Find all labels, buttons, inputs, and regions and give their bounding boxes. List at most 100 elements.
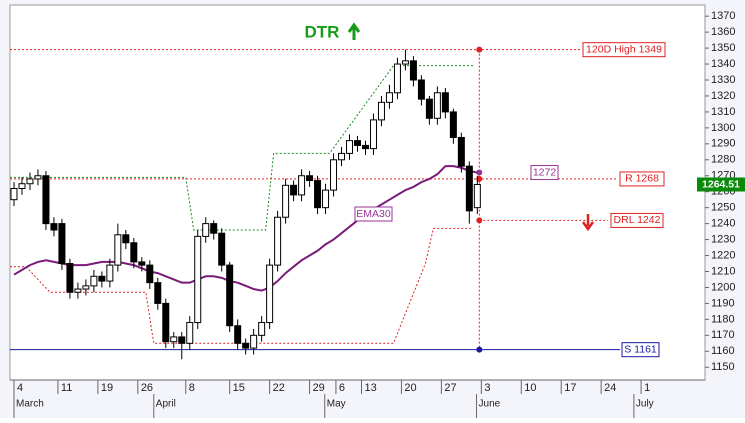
month-label: May xyxy=(327,399,346,410)
level-dot xyxy=(476,169,483,176)
month-label: June xyxy=(479,399,501,410)
y-tick-label: 1250 xyxy=(711,202,735,214)
y-tick-label: 1280 xyxy=(711,154,735,166)
candle-body xyxy=(282,184,290,218)
trail-line xyxy=(10,227,474,344)
level-label: 120D High 1349 xyxy=(586,43,662,55)
x-tick-label: 19 xyxy=(101,382,113,394)
x-tick-label: 24 xyxy=(604,382,616,394)
up-arrow xyxy=(347,22,361,40)
y-tick-label: 1340 xyxy=(711,58,735,70)
y-tick-label: 1160 xyxy=(711,345,735,357)
candle-body xyxy=(154,282,162,304)
level-dot xyxy=(476,217,483,224)
level-box xyxy=(582,42,666,58)
y-tick-label: 1370 xyxy=(711,10,735,22)
candle-body xyxy=(377,101,385,121)
month-label: March xyxy=(16,399,44,410)
level-label: 1272 xyxy=(533,166,557,178)
y-tick-label: 1230 xyxy=(711,233,735,245)
candle-body xyxy=(354,140,361,146)
candle-body xyxy=(393,63,401,94)
candle-body xyxy=(298,175,306,196)
candle-body xyxy=(90,275,98,287)
x-tick-label: 6 xyxy=(339,382,345,394)
y-tick-label: 1220 xyxy=(711,249,735,261)
candle-body xyxy=(18,183,26,190)
candle-body xyxy=(322,189,330,209)
x-tick-label: 22 xyxy=(273,382,285,394)
candle-body xyxy=(138,261,146,266)
candle-body xyxy=(122,234,130,244)
candle-body xyxy=(258,322,266,336)
candle-body xyxy=(385,92,393,103)
candle-body xyxy=(401,60,409,65)
level-box xyxy=(610,212,664,228)
candle-body xyxy=(465,165,473,212)
ema-label: EMA30 xyxy=(356,208,391,220)
x-tick-label: 8 xyxy=(189,382,195,394)
candle-body xyxy=(274,216,282,266)
candle-body xyxy=(146,264,154,284)
y-tick-label: 1210 xyxy=(711,265,735,277)
plot-area xyxy=(9,4,706,381)
candle-body xyxy=(449,111,457,138)
candle-body xyxy=(314,180,322,209)
candle-body xyxy=(441,92,449,113)
x-tick-label: 13 xyxy=(364,382,376,394)
level-label: R 1268 xyxy=(625,173,659,185)
x-tick-label: 3 xyxy=(484,382,490,394)
y-tick-label: 1360 xyxy=(711,26,735,38)
y-tick-label: 1330 xyxy=(711,74,735,86)
candle-body xyxy=(361,144,369,150)
candle-body xyxy=(178,336,186,344)
candle-body xyxy=(433,92,441,119)
x-tick-label: 29 xyxy=(313,382,325,394)
candle-body xyxy=(369,119,377,150)
candle-body xyxy=(457,136,465,167)
y-tick-label: 1150 xyxy=(711,361,735,373)
candle-body xyxy=(98,275,106,282)
candle-body xyxy=(26,178,34,185)
level-dot xyxy=(476,46,483,53)
candle-body xyxy=(306,175,314,182)
y-tick-label: 1320 xyxy=(711,90,735,102)
candle-body xyxy=(194,235,202,324)
y-tick-label: 1180 xyxy=(711,313,735,325)
x-tick-label: 11 xyxy=(61,382,72,394)
candle-body xyxy=(242,342,250,349)
x-tick-label: 10 xyxy=(524,382,536,394)
x-tick-label: 15 xyxy=(233,382,245,394)
y-tick-label: 1310 xyxy=(711,106,735,118)
month-label: April xyxy=(156,399,176,410)
last-price-box xyxy=(697,177,745,192)
candle-body xyxy=(42,175,50,225)
level-dot xyxy=(476,346,483,353)
candle-body xyxy=(34,175,42,180)
y-tick-label: 1350 xyxy=(711,42,735,54)
candle-body xyxy=(417,79,425,100)
x-tick-label: 20 xyxy=(404,382,416,394)
candle-body xyxy=(114,234,122,266)
candle-body xyxy=(106,264,114,282)
level-label: S 1161 xyxy=(624,343,657,355)
y-tick-label: 1300 xyxy=(711,122,735,134)
level-box xyxy=(621,342,660,358)
y-tick-label: 1240 xyxy=(711,218,735,230)
x-tick-label: 27 xyxy=(444,382,456,394)
candle-body xyxy=(58,223,66,265)
candle-body xyxy=(82,285,90,290)
candle-body xyxy=(266,264,274,324)
candle-body xyxy=(226,264,234,327)
y-tick-label: 1190 xyxy=(711,297,735,309)
candle-body xyxy=(50,223,58,231)
candle-body xyxy=(202,223,210,237)
candle-body xyxy=(234,325,242,344)
candle-body xyxy=(162,302,170,343)
candle-body xyxy=(409,60,417,81)
level-box xyxy=(530,165,559,181)
candle-body xyxy=(338,152,346,161)
candle-body xyxy=(66,263,74,293)
y-tick-label: 1200 xyxy=(711,281,735,293)
